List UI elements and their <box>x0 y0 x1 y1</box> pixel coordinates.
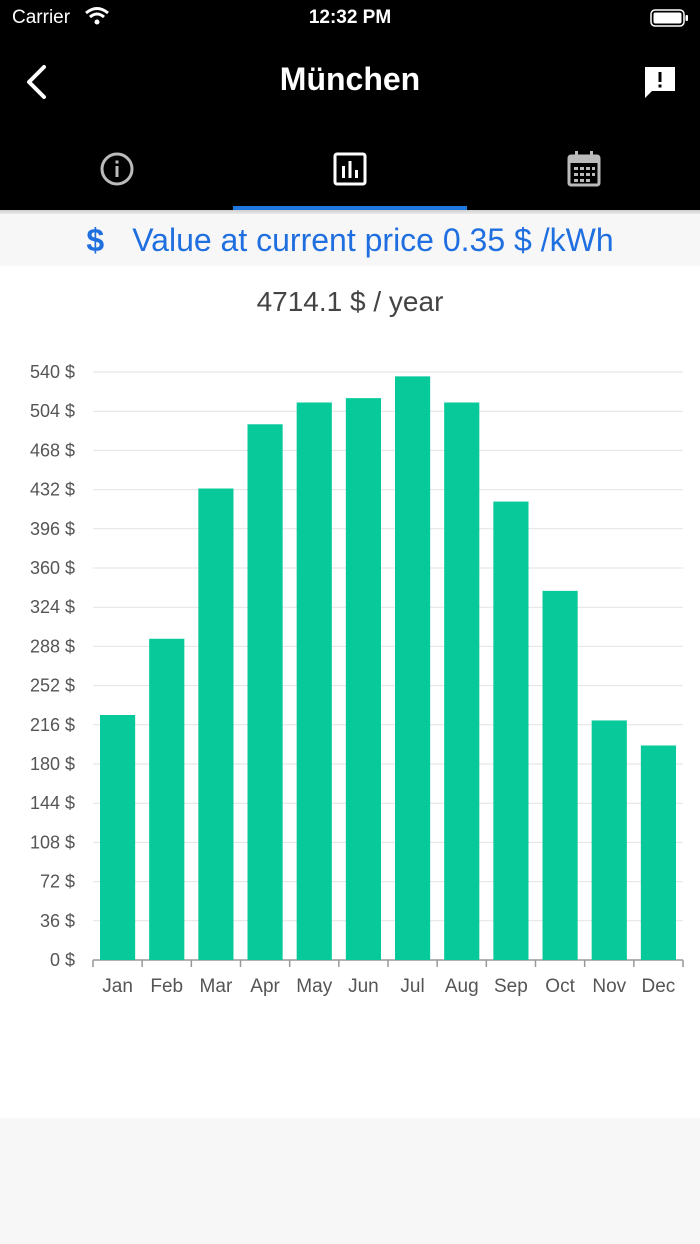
x-tick-label: Aug <box>445 976 479 997</box>
bar-oct <box>542 590 578 960</box>
bar-jan <box>100 715 136 960</box>
bar-aug <box>444 402 480 960</box>
chevron-left-icon <box>27 65 46 99</box>
price-banner-text: Value at current price 0.35 $ /kWh <box>132 221 614 258</box>
page-title: München <box>279 61 421 97</box>
y-tick-label: 0 $ <box>50 950 75 970</box>
y-tick-label: 36 $ <box>40 911 75 931</box>
x-tick-label: Jul <box>400 976 424 997</box>
x-tick-label: Oct <box>545 976 575 997</box>
y-tick-label: 468 $ <box>30 440 75 460</box>
bar-feb <box>149 638 185 960</box>
x-tick-label: Dec <box>642 976 676 997</box>
feedback-button[interactable] <box>642 64 678 105</box>
y-tick-label: 180 $ <box>30 754 75 774</box>
status-bar: Carrier 12:32 PM <box>0 0 700 36</box>
monthly-value-chart: 0 $ 36 $ 72 $ 108 $ 144 $ 180 $ 216 $ 252 $ 288 … <box>30 362 684 997</box>
dollar-icon: $ <box>86 221 105 258</box>
y-tick-label: 360 $ <box>30 558 75 578</box>
bar-nov <box>591 720 627 960</box>
y-tick-label: 324 $ <box>30 597 75 617</box>
bar-jul <box>395 376 431 960</box>
y-tick-label: 432 $ <box>30 480 75 500</box>
header-shadow <box>0 210 700 216</box>
x-tick-label: Jan <box>102 976 133 997</box>
y-tick-label: 252 $ <box>30 676 75 696</box>
y-tick-label: 72 $ <box>40 872 75 892</box>
bar-may <box>296 402 332 960</box>
bar-apr <box>247 424 283 960</box>
tab-selected-indicator <box>233 206 467 210</box>
battery-icon <box>650 8 690 33</box>
x-tick-label: Nov <box>592 976 626 997</box>
x-tick-label: Feb <box>150 976 183 997</box>
x-tick-label: Mar <box>200 976 233 997</box>
bar-jun <box>345 398 381 961</box>
yearly-total: 4714.1 $ / year <box>256 286 444 317</box>
y-tick-label: 504 $ <box>30 401 75 421</box>
x-tick-label: Sep <box>494 976 528 997</box>
x-tick-label: Apr <box>250 976 280 997</box>
chart-card: 4714.1 $ / year 0 $ 36 $ 72 $ 108 $ 144 $ 180… <box>0 266 700 1118</box>
price-banner: $ Value at current price 0.35 $ /kWh <box>0 214 700 266</box>
tab-chart[interactable] <box>233 128 466 210</box>
y-tick-label: 540 $ <box>30 362 75 382</box>
back-button[interactable] <box>22 64 50 105</box>
navigation-bar: München <box>0 36 700 128</box>
tab-calendar[interactable] <box>467 128 700 210</box>
calendar-icon <box>567 151 600 187</box>
bar-mar <box>198 488 234 960</box>
x-tick-label: May <box>296 976 332 997</box>
tab-info[interactable] <box>0 128 233 210</box>
y-tick-label: 216 $ <box>30 715 75 735</box>
wifi-icon <box>84 6 110 31</box>
status-time: 12:32 PM <box>308 7 392 28</box>
y-tick-label: 144 $ <box>30 793 75 813</box>
y-tick-label: 396 $ <box>30 519 75 539</box>
tab-bar <box>0 128 700 210</box>
y-tick-label: 108 $ <box>30 832 75 852</box>
x-tick-label: Jun <box>348 976 379 997</box>
bar-chart-icon <box>333 152 366 186</box>
bar-dec <box>640 745 676 960</box>
report-message-icon <box>645 67 675 98</box>
bar-sep <box>493 501 529 960</box>
y-tick-label: 288 $ <box>30 636 75 656</box>
info-icon <box>100 152 133 186</box>
carrier-label: Carrier <box>12 7 71 28</box>
